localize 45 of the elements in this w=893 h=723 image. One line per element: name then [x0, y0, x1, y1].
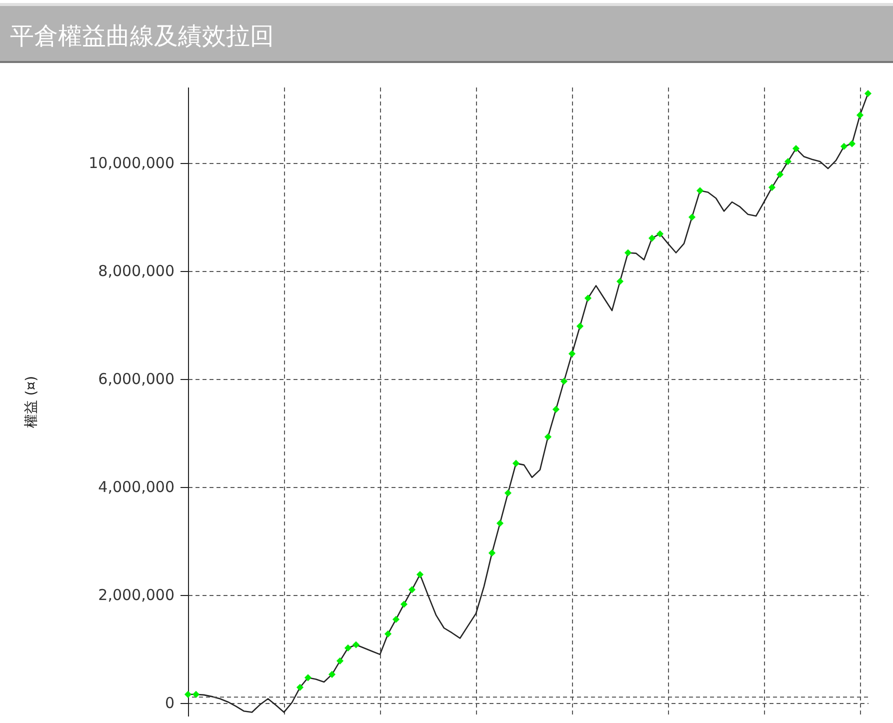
point [784, 158, 792, 166]
point [384, 630, 392, 638]
y-axis-title: 權益 (¤) [24, 376, 40, 428]
point [544, 433, 552, 440]
point [856, 112, 864, 119]
point [616, 278, 624, 285]
point [696, 187, 704, 194]
point [328, 670, 336, 678]
point [584, 294, 592, 302]
point [576, 322, 584, 330]
point [416, 571, 424, 578]
point [488, 549, 496, 556]
point [184, 690, 192, 698]
point [768, 184, 776, 191]
point [400, 600, 408, 608]
chart-title: 平倉權益曲線及績效拉回 [0, 3, 893, 63]
point [624, 249, 632, 256]
point [552, 406, 560, 413]
point [504, 489, 512, 497]
point [304, 674, 312, 682]
point [408, 586, 416, 594]
point [568, 350, 576, 358]
point [776, 170, 784, 178]
y-tick-label: 0 [164, 694, 174, 712]
point [560, 378, 568, 385]
point [688, 214, 696, 221]
point [344, 644, 352, 652]
y-tick-label: 10,000,000 [88, 154, 174, 172]
y-tick-label: 6,000,000 [98, 370, 174, 388]
point [512, 460, 520, 467]
point [792, 145, 800, 152]
point [296, 684, 304, 691]
point [352, 641, 360, 648]
point [392, 616, 400, 623]
point [840, 142, 848, 150]
y-tick-label: 2,000,000 [98, 586, 174, 604]
point [192, 690, 200, 698]
point [336, 657, 344, 664]
point [864, 90, 872, 98]
point [496, 520, 504, 527]
point [656, 230, 664, 238]
y-tick-label: 4,000,000 [98, 478, 174, 496]
y-tick-label: 8,000,000 [98, 262, 174, 280]
point [848, 140, 856, 148]
point [648, 234, 656, 242]
